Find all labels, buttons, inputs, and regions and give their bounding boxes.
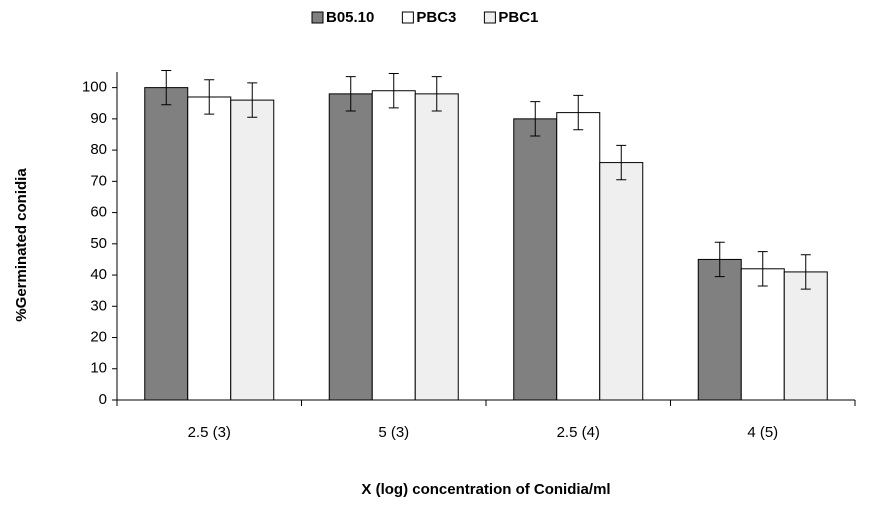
- error-bar: [388, 73, 399, 109]
- y-tick-label: 90: [90, 110, 107, 127]
- bar: [513, 118, 558, 401]
- error-bar: [530, 101, 541, 137]
- error-bar: [800, 254, 811, 290]
- bar: [230, 99, 275, 401]
- legend-swatch: [401, 11, 414, 24]
- bar: [328, 93, 373, 401]
- x-axis-label: X (log) concentration of Conidia/ml: [361, 481, 610, 498]
- y-tick-label: 60: [90, 204, 107, 221]
- bar: [556, 112, 601, 401]
- legend-label: B05.10: [326, 9, 374, 26]
- x-tick-label: 2.5 (3): [188, 424, 231, 441]
- error-bar: [247, 82, 258, 118]
- bar: [783, 271, 828, 401]
- error-bar: [431, 76, 442, 112]
- error-bar: [204, 79, 215, 115]
- legend-swatch: [311, 11, 324, 24]
- error-bar: [161, 69, 172, 106]
- y-tick-label: 70: [90, 172, 107, 189]
- legend-swatch: [483, 11, 496, 24]
- error-bar: [573, 94, 584, 131]
- bar: [144, 87, 189, 401]
- y-axis-label: %Germinated conidia: [13, 168, 30, 322]
- bar: [371, 90, 416, 401]
- bar: [599, 162, 644, 401]
- y-tick-label: 50: [90, 235, 107, 252]
- bar: [697, 258, 742, 401]
- x-tick-label: 5 (3): [378, 424, 409, 441]
- error-bar: [714, 241, 725, 278]
- y-tick-label: 20: [90, 328, 107, 345]
- x-tick-label: 2.5 (4): [557, 424, 600, 441]
- error-bar: [616, 144, 627, 181]
- y-tick-label: 10: [90, 360, 107, 377]
- legend-label: PBC3: [416, 9, 456, 26]
- error-bar: [757, 251, 768, 287]
- bar: [187, 96, 232, 401]
- error-bar: [345, 76, 356, 112]
- y-tick-label: 40: [90, 266, 107, 283]
- bar: [414, 93, 459, 401]
- y-tick-label: 0: [99, 391, 107, 408]
- bar: [740, 268, 785, 401]
- x-tick-label: 4 (5): [747, 424, 778, 441]
- y-tick-label: 100: [82, 79, 107, 96]
- y-tick-label: 30: [90, 297, 107, 314]
- legend-label: PBC1: [498, 9, 538, 26]
- y-tick-label: 80: [90, 141, 107, 158]
